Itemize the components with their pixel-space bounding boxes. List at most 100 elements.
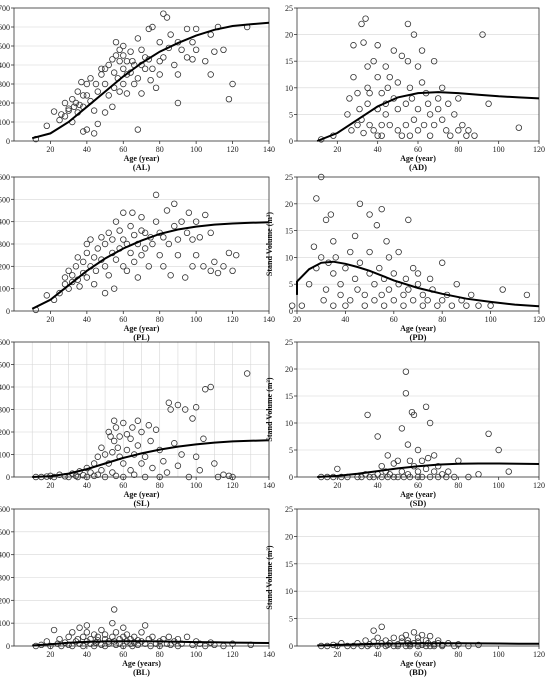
x-tick-label: 40 <box>341 315 349 324</box>
data-point <box>152 191 160 199</box>
data-point <box>147 437 154 445</box>
data-point <box>443 473 450 481</box>
data-point <box>356 259 364 266</box>
data-point <box>404 20 412 28</box>
data-point <box>94 637 101 644</box>
data-point <box>109 633 116 641</box>
data-point <box>165 633 173 641</box>
y-tick-label: 500 <box>0 528 10 537</box>
data-point <box>145 263 152 270</box>
data-point <box>123 431 131 438</box>
data-point <box>92 267 100 274</box>
data-point <box>156 58 163 65</box>
data-point <box>384 641 391 649</box>
data-point <box>123 267 131 274</box>
data-point <box>422 403 430 410</box>
data-point <box>394 127 402 134</box>
y-tick-label: 25 <box>285 173 293 182</box>
data-point <box>80 92 87 99</box>
y-tick-label: 700 <box>0 4 10 13</box>
data-point <box>178 46 185 53</box>
y-tick-label: 5 <box>289 615 293 624</box>
y-tick-label: 0 <box>289 473 293 482</box>
data-point <box>243 370 251 377</box>
data-point <box>160 458 167 465</box>
y-tick-label: 200 <box>0 596 10 605</box>
data-point <box>147 642 154 650</box>
data-point <box>127 48 134 55</box>
data-point <box>318 173 325 181</box>
data-point <box>134 417 142 424</box>
data-point <box>90 472 98 480</box>
data-point <box>434 463 442 470</box>
data-point <box>214 473 222 481</box>
data-point <box>406 84 414 91</box>
data-point <box>56 289 63 297</box>
x-tick-label: 60 <box>414 650 422 659</box>
y-tick-label: 300 <box>0 406 10 415</box>
data-point <box>347 297 354 304</box>
data-point <box>430 452 438 459</box>
panel-label: (SL) <box>133 498 149 508</box>
data-point <box>141 453 149 460</box>
y-tick-label: 10 <box>285 419 293 428</box>
data-point <box>80 269 87 277</box>
data-point <box>366 89 373 97</box>
data-point <box>410 116 418 123</box>
x-axis-label: Age (year) <box>400 659 436 668</box>
data-point <box>110 606 118 613</box>
y-tick-label: 400 <box>0 61 10 70</box>
y-tick-label: 20 <box>285 200 293 209</box>
data-point <box>171 222 178 230</box>
fitted-curve <box>316 91 540 142</box>
data-point <box>505 468 512 475</box>
panel-label: (PD) <box>410 332 427 342</box>
data-point <box>418 457 426 464</box>
data-point <box>98 71 105 78</box>
data-point <box>465 127 472 134</box>
data-point <box>174 401 182 409</box>
x-tick-label: 120 <box>533 145 545 154</box>
x-tick-label: 20 <box>333 145 341 154</box>
data-point <box>189 56 196 63</box>
data-point <box>347 248 354 256</box>
data-point <box>112 218 120 225</box>
data-point <box>74 473 81 481</box>
data-point <box>76 624 83 631</box>
data-point <box>105 92 112 99</box>
data-point <box>65 633 72 641</box>
data-point <box>426 473 434 481</box>
x-tick-label: 80 <box>454 650 462 659</box>
data-point <box>475 302 482 309</box>
data-point <box>320 297 327 304</box>
data-point <box>448 302 456 309</box>
data-point <box>167 272 174 279</box>
data-point <box>109 449 116 456</box>
data-point <box>414 127 422 134</box>
data-point <box>233 251 240 259</box>
data-point <box>366 121 373 129</box>
x-tick-label: 80 <box>454 481 462 490</box>
data-point <box>138 227 145 234</box>
data-point <box>61 274 69 281</box>
data-point <box>160 263 167 270</box>
data-point <box>430 121 438 129</box>
data-point <box>414 638 422 645</box>
data-point <box>386 73 393 81</box>
data-point <box>394 79 402 86</box>
data-point <box>414 63 422 70</box>
data-point <box>80 633 87 641</box>
data-point <box>120 473 127 481</box>
data-point <box>390 270 397 277</box>
data-point <box>156 39 163 46</box>
data-point <box>174 236 182 243</box>
data-point <box>98 444 105 451</box>
y-tick-label: 20 <box>285 31 293 40</box>
data-point <box>147 76 154 84</box>
data-point <box>354 89 361 97</box>
data-point <box>313 195 320 202</box>
data-point <box>424 454 432 462</box>
data-point <box>101 240 109 248</box>
data-point <box>116 433 123 440</box>
data-point <box>192 251 200 259</box>
